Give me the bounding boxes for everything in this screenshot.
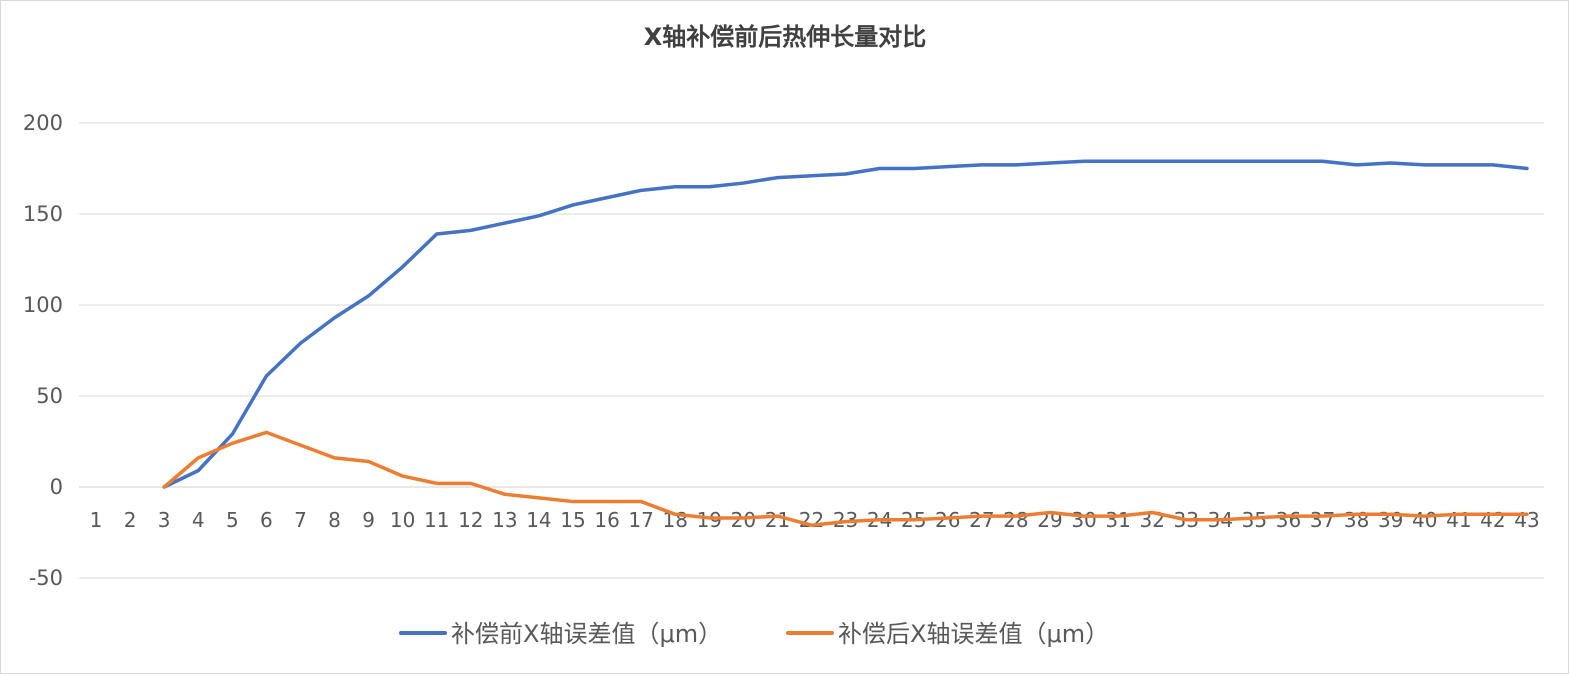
x-tick-label: 6 bbox=[260, 508, 273, 532]
x-axis-ticks: 1 2 3 4 5 6 7 8 9 10 11 12 13 14 15 16 17 18 19 20 21 22 23 24 2… bbox=[90, 508, 1540, 532]
x-tick-label: 5 bbox=[226, 508, 239, 532]
x-tick-label: 10 bbox=[390, 508, 415, 532]
legend-label: 补偿后X轴误差值（μm） bbox=[838, 620, 1109, 648]
legend-label: 补偿前X轴误差值（μm） bbox=[451, 620, 722, 648]
x-tick-label: 41 bbox=[1446, 508, 1471, 532]
x-tick-label: 39 bbox=[1378, 508, 1403, 532]
x-tick-label: 1 bbox=[90, 508, 103, 532]
x-tick-label: 28 bbox=[1003, 508, 1028, 532]
series-lines bbox=[162, 159, 1529, 527]
x-tick-label: 31 bbox=[1105, 508, 1130, 532]
y-tick-label: 0 bbox=[50, 475, 63, 499]
x-tick-label: 7 bbox=[294, 508, 307, 532]
series-line-2 bbox=[162, 430, 1529, 527]
x-tick-label: 36 bbox=[1276, 508, 1301, 532]
y-tick-label: 200 bbox=[23, 111, 63, 135]
y-tick-label: 50 bbox=[36, 384, 63, 408]
x-tick-label: 3 bbox=[158, 508, 171, 532]
y-tick-label: 100 bbox=[23, 293, 63, 317]
x-tick-label: 12 bbox=[458, 508, 483, 532]
x-tick-label: 14 bbox=[526, 508, 551, 532]
x-tick-label: 19 bbox=[697, 508, 722, 532]
legend: 补偿前X轴误差值（μm） 补偿后X轴误差值（μm） bbox=[399, 620, 1109, 648]
y-tick-label: 150 bbox=[23, 202, 63, 226]
y-axis-ticks: -50 0 50 100 150 200 bbox=[23, 111, 63, 590]
gridlines bbox=[79, 122, 1544, 579]
x-tick-label: 17 bbox=[628, 508, 653, 532]
x-tick-label: 13 bbox=[492, 508, 517, 532]
x-tick-label: 37 bbox=[1310, 508, 1335, 532]
x-tick-label: 38 bbox=[1344, 508, 1369, 532]
x-tick-label: 27 bbox=[969, 508, 994, 532]
x-tick-label: 30 bbox=[1071, 508, 1096, 532]
x-tick-label: 15 bbox=[560, 508, 585, 532]
x-tick-label: 40 bbox=[1412, 508, 1437, 532]
x-tick-label: 9 bbox=[362, 508, 375, 532]
chart-title: X轴补偿前后热伸长量对比 bbox=[644, 23, 927, 51]
x-tick-label: 2 bbox=[124, 508, 137, 532]
series-line-1 bbox=[162, 159, 1529, 489]
y-tick-label: -50 bbox=[29, 566, 63, 590]
x-tick-label: 42 bbox=[1480, 508, 1505, 532]
x-tick-label: 20 bbox=[731, 508, 756, 532]
x-tick-label: 4 bbox=[192, 508, 205, 532]
x-tick-label: 8 bbox=[328, 508, 341, 532]
x-tick-label: 11 bbox=[424, 508, 449, 532]
x-tick-label: 16 bbox=[594, 508, 619, 532]
x-tick-label: 43 bbox=[1514, 508, 1539, 532]
x-tick-label: 22 bbox=[799, 508, 824, 532]
